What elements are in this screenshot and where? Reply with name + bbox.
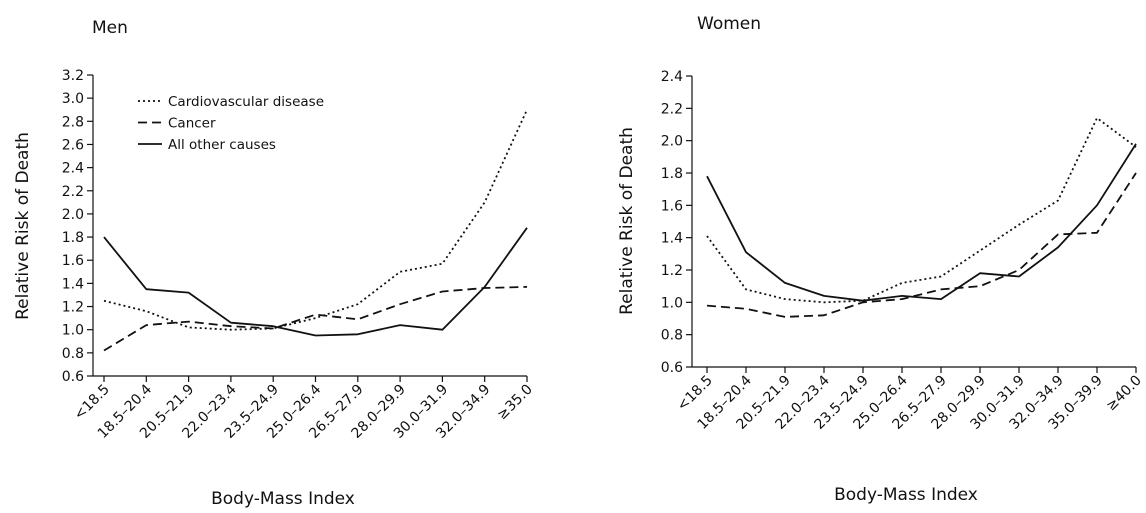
men-x-tick-label: ≥35.0 (494, 382, 536, 424)
men-series-line-1 (103, 286, 528, 352)
women-series-line-1 (706, 172, 1137, 318)
men-y-tick-label: 0.6 (62, 369, 84, 385)
men-y-tick-label: 2.0 (62, 207, 84, 223)
women-series-line-2 (706, 143, 1137, 302)
men-y-tick-label: 2.6 (62, 137, 84, 153)
men-y-tick-label: 2.2 (62, 184, 84, 200)
men-y-axis-label: Relative Risk of Death (13, 132, 33, 320)
men-y-tick-label: 0.8 (62, 346, 84, 362)
men-y-tick-label: 1.4 (62, 276, 84, 292)
men-y-tick-label: 1.2 (62, 300, 84, 316)
men-y-tick-label: 2.4 (62, 161, 84, 177)
women-y-tick-label: 1.8 (661, 166, 683, 182)
men-legend-label-2: All other causes (168, 137, 276, 153)
men-y-tick-label: 2.8 (62, 114, 84, 130)
women-y-axis-label: Relative Risk of Death (617, 127, 637, 315)
women-y-tick-label: 1.0 (661, 295, 683, 311)
women-y-tick-label: 2.2 (661, 101, 683, 117)
women-y-tick-label: 0.6 (661, 360, 683, 376)
women-x-tick-label: ≥40.0 (1103, 373, 1145, 415)
women-y-tick-label: 1.4 (661, 231, 683, 247)
men-legend-label-0: Cardiovascular disease (168, 94, 324, 110)
men-x-tick-label: <18.5 (71, 382, 113, 424)
men-y-tick-label: 1.8 (62, 230, 84, 246)
women-y-tick-label: 0.8 (661, 328, 683, 344)
men-legend-label-1: Cancer (168, 116, 216, 132)
men-series-line-2 (103, 227, 528, 337)
men-y-tick-label: 3.2 (62, 68, 84, 84)
men-y-tick-label: 1.0 (62, 323, 84, 339)
women-x-axis-label: Body-Mass Index (834, 485, 978, 505)
men-y-tick-label: 3.0 (62, 91, 84, 107)
men-chart-title: Men (92, 18, 128, 38)
men-x-axis-label: Body-Mass Index (211, 489, 355, 509)
women-y-tick-label: 1.2 (661, 263, 683, 279)
women-y-tick-label: 1.6 (661, 198, 683, 214)
men-y-tick-label: 1.6 (62, 253, 84, 269)
women-y-tick-label: 2.4 (661, 69, 683, 85)
women-y-tick-label: 2.0 (661, 134, 683, 150)
women-series-line-0 (706, 117, 1137, 304)
women-chart-title: Women (697, 14, 762, 34)
